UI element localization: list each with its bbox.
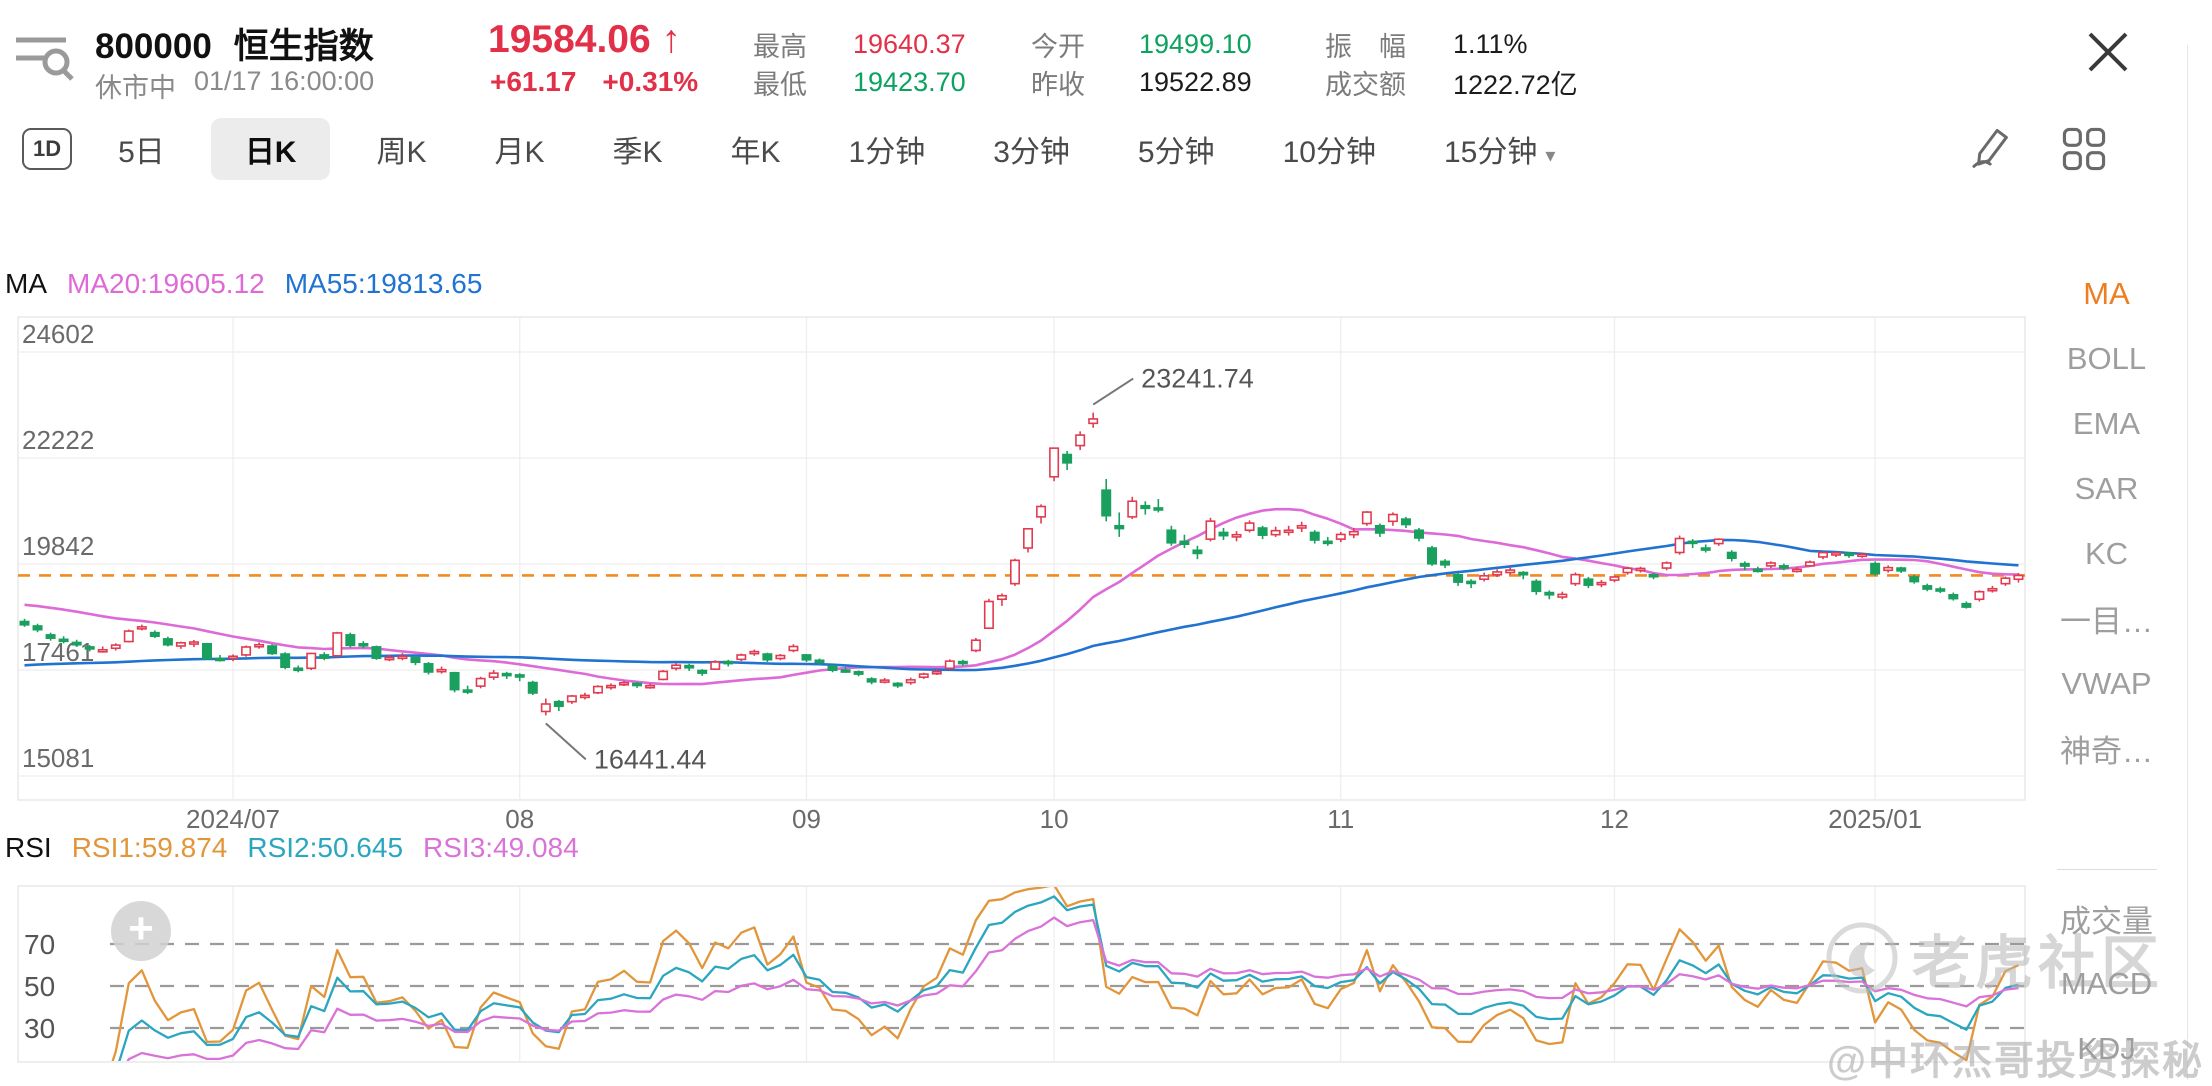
svg-text:11: 11 [1327,804,1354,834]
sidebar-item-BOLL[interactable]: BOLL [2066,340,2147,376]
tab-季K[interactable]: 季K [612,136,663,169]
tab-5日[interactable]: 5日 [118,136,165,169]
watermark-brand: 老虎社区 [1824,916,2164,1000]
stat-value: 19640.37 [853,28,966,59]
close-button[interactable] [2082,26,2134,78]
legend-item: MA20:19605.12 [67,268,265,299]
search-button[interactable] [10,26,76,84]
chart-tools [1968,127,2106,171]
sidebar-item-SAR[interactable]: SAR [2074,470,2139,506]
sidebar-item-KC[interactable]: KC [2084,535,2129,571]
tab-15分钟[interactable]: 15分钟 ▾ [1443,136,1556,169]
rsi-indicator-legend[interactable]: RSI RSI1:59.874 RSI2:50.645 RSI3:49.084 [5,832,579,864]
svg-text:10: 10 [1040,804,1069,834]
tab-1D[interactable]: 1D [22,128,73,170]
svg-text:2024/07: 2024/07 [186,804,280,834]
sidebar-item-一目…[interactable]: 一目… [2060,604,2153,639]
stat-value: 19499.10 [1139,28,1252,59]
tiger-logo-icon [1826,922,1898,994]
indicator-grid-button[interactable] [2062,127,2106,171]
sidebar-item-MA[interactable]: MA [2083,275,2130,311]
tab-月K[interactable]: 月K [494,136,545,169]
svg-text:2025/01: 2025/01 [1828,804,1922,834]
svg-text:08: 08 [505,804,534,834]
tab-1分钟[interactable]: 1分钟 [848,136,926,169]
svg-text:09: 09 [792,804,821,834]
chevron-down-icon: ▾ [1545,145,1556,167]
tab-年K[interactable]: 年K [730,136,781,169]
sidebar-item-神奇…[interactable]: 神奇… [2060,734,2153,769]
tab-10分钟[interactable]: 10分钟 [1282,136,1376,169]
draw-pencil-button[interactable] [1968,127,2010,171]
svg-text:22222: 22222 [22,425,94,455]
ma-indicator-legend[interactable]: MA MA20:19605.12 MA55:19813.65 [5,268,482,300]
ma-legend-title: MA [5,268,47,299]
page-title: 800000 恒生指数 [95,18,374,69]
svg-text:19842: 19842 [22,531,94,561]
legend-item: RSI2:50.645 [247,832,404,863]
tab-日K[interactable]: 日K [210,118,331,180]
sidebar-item-EMA[interactable]: EMA [2072,405,2141,441]
sidebar-divider [2056,869,2157,870]
quote-stats-grid: 最高 19640.37 今开 19499.10 振 幅 1.11% 最低 19423.70 昨收… [753,25,1649,101]
svg-text:50: 50 [24,971,55,1002]
stat-label: 振 幅 [1325,31,1406,62]
sidebar-item-KDJ[interactable]: KDJ [2077,1030,2136,1066]
svg-text:16441.44: 16441.44 [594,744,707,774]
legend-item: RSI3:49.084 [423,832,579,863]
price-change-pct: +0.31% [602,66,699,97]
tab-3分钟[interactable]: 3分钟 [993,136,1070,169]
stat-label: 昨收 [1031,69,1085,100]
stat-value: 1.11% [1453,28,1528,59]
tab-5分钟[interactable]: 5分钟 [1137,136,1215,169]
symbol-code: 800000 [95,27,212,66]
right-edge-divider [2187,45,2188,1080]
period-tabs: 1D 5日 日K 周K 月K 季K 年K 1分钟 3分钟 5分钟 10分钟 15分钟 ▾ [22,118,2152,180]
stat-label: 最低 [753,69,807,100]
sidebar-item-成交量[interactable]: 成交量 [2060,904,2153,939]
price-change-row: +61.17 +0.31% [490,66,698,98]
svg-text:15081: 15081 [22,743,94,773]
stat-label: 最高 [753,31,807,62]
price-change: +61.17 [490,66,577,97]
stat-value: 1222.72亿 [1453,69,1578,100]
plus-button[interactable]: + [111,901,171,961]
market-status-row: 休市中 01/17 16:00:00 [95,66,374,105]
quote-timestamp: 01/17 16:00:00 [194,66,375,96]
stat-value: 19522.89 [1139,66,1252,97]
svg-text:70: 70 [24,929,55,960]
svg-text:30: 30 [24,1013,55,1044]
tab-周K[interactable]: 周K [376,136,427,169]
stat-label: 今开 [1031,31,1085,62]
stat-value: 19423.70 [853,66,966,97]
last-price-value: 19584.06 [488,18,651,61]
close-icon [2088,32,2128,72]
indicator-sidebar: MA BOLL EMA SAR KC 一目… VWAP 神奇… 成交量 MACD KDJ [2025,261,2188,1081]
plus-icon: + [128,904,154,953]
legend-item: MA55:19813.65 [284,268,483,299]
rsi-legend-title: RSI [5,832,52,863]
stat-label: 成交额 [1325,69,1406,100]
sidebar-item-MACD[interactable]: MACD [2060,965,2153,1001]
watermark-brand-text: 老虎社区 [1912,931,2165,996]
svg-text:24602: 24602 [22,319,94,349]
price-up-arrow-icon: ↑ [661,18,682,61]
legend-item: RSI1:59.874 [71,832,228,863]
svg-text:23241.74: 23241.74 [1141,364,1254,394]
sidebar-item-VWAP[interactable]: VWAP [2061,665,2152,701]
symbol-name: 恒生指数 [233,27,374,66]
watermark-handle: @中环杰哥投资探秘 [1826,1039,2204,1083]
search-icon [16,37,74,81]
svg-text:12: 12 [1600,804,1629,834]
market-status: 休市中 [95,73,176,103]
last-price: 19584.06 ↑ [488,18,681,62]
